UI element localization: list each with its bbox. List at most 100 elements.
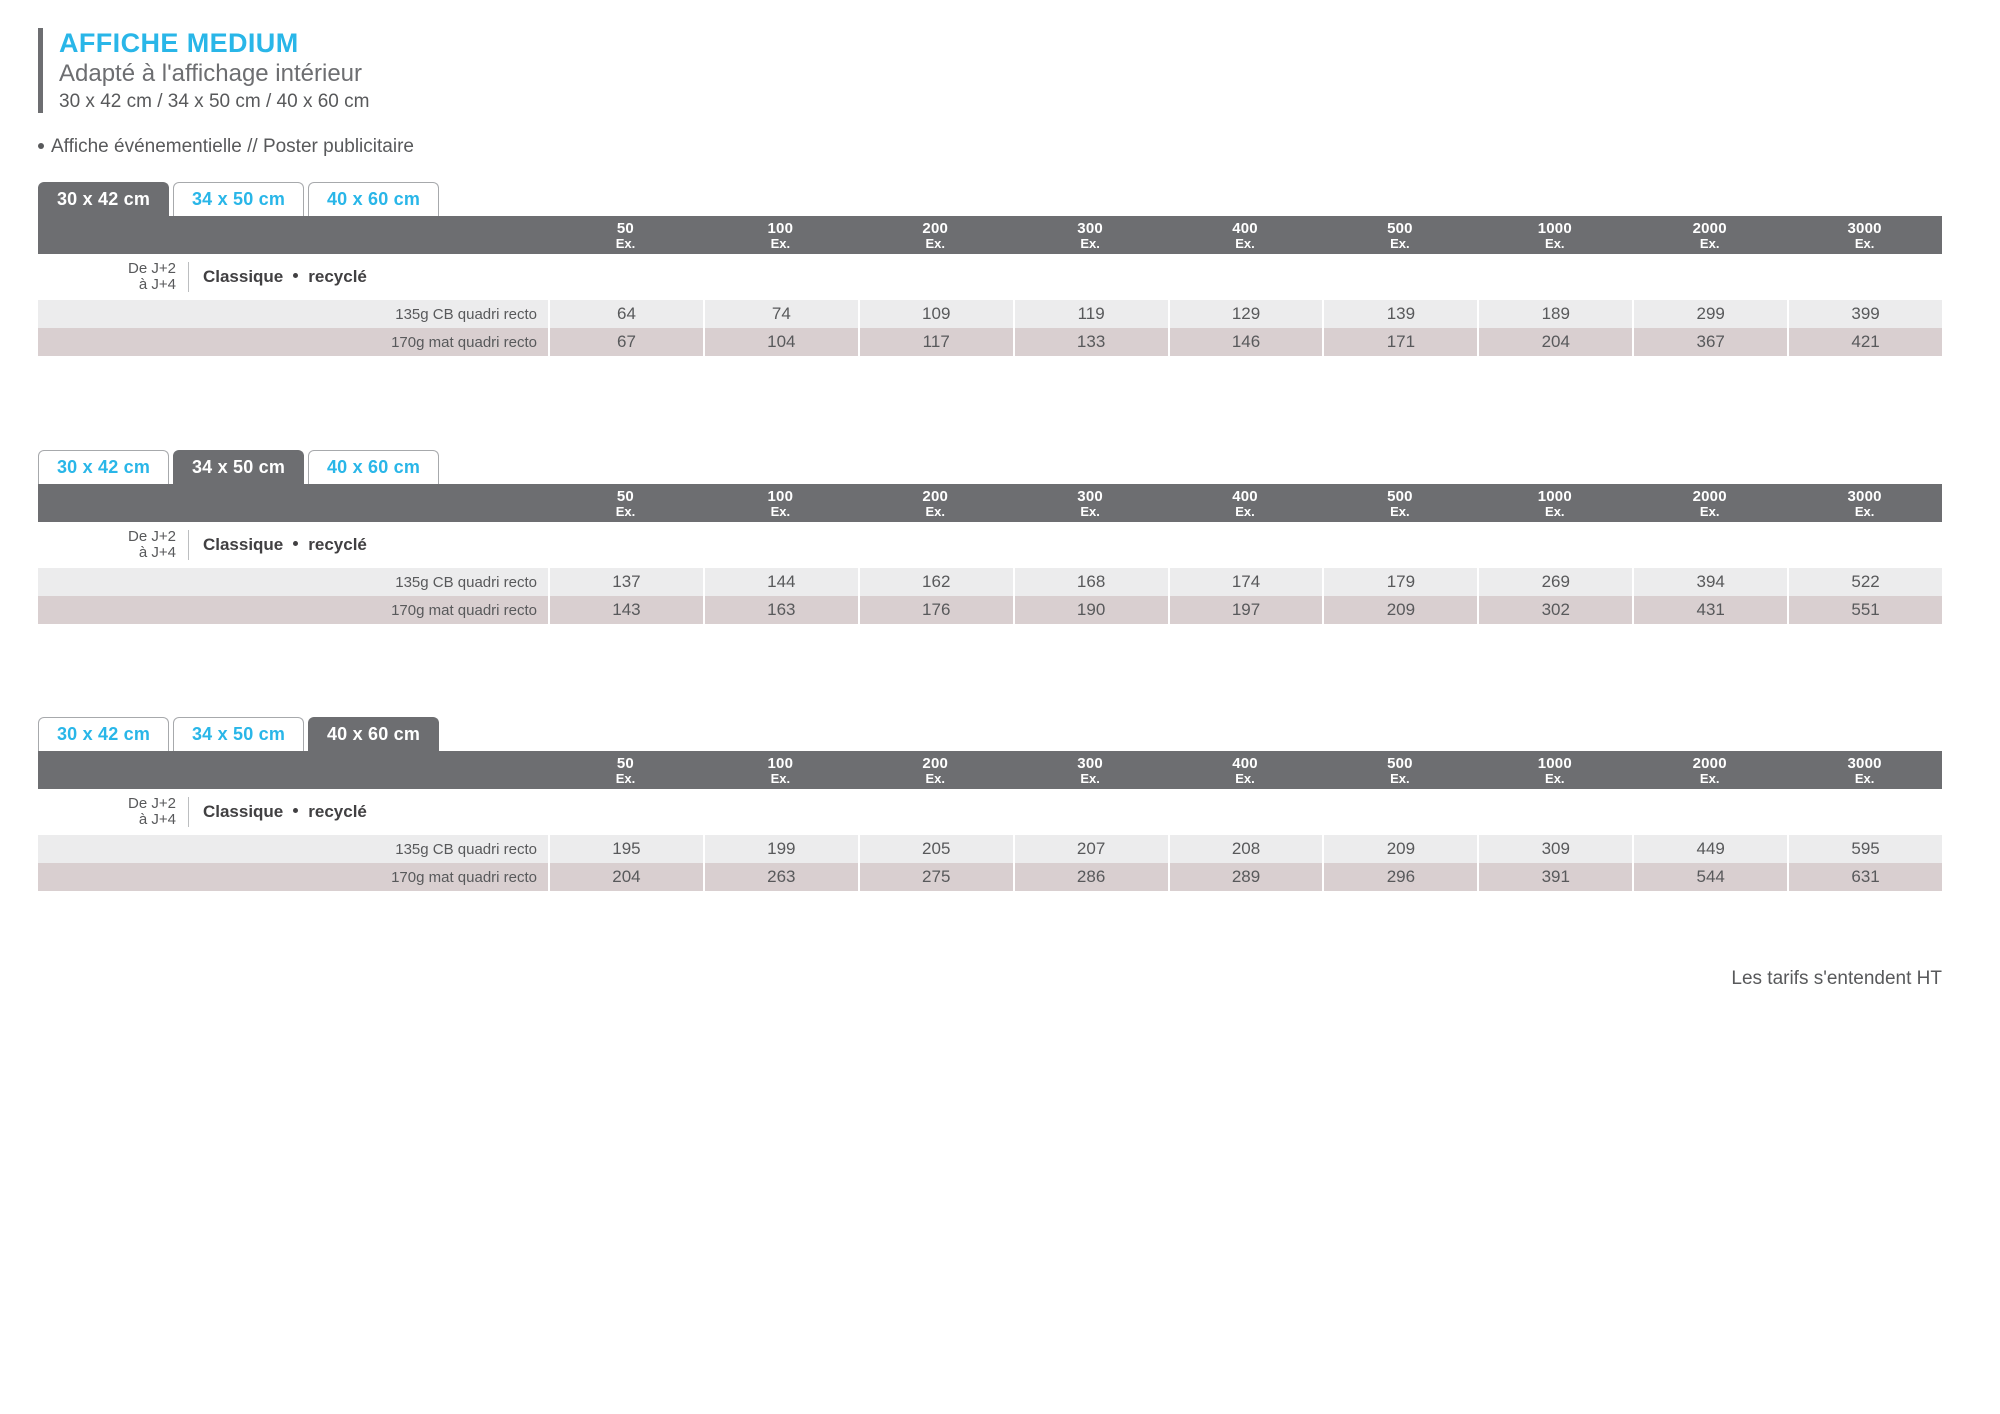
quantity-value: 1000 [1537,219,1572,237]
quantity-unit: Ex. [1080,235,1100,251]
quantity-unit: Ex. [1235,235,1255,251]
tab-size-34x50cm[interactable]: 34 x 50 cm [173,450,304,484]
quantity-value: 200 [922,487,949,505]
quantity-value: 1000 [1537,487,1572,505]
tab-size-30x42cm[interactable]: 30 x 42 cm [38,182,169,216]
quantity-column-header: 200 Ex. [858,756,1013,785]
quantity-unit: Ex. [770,503,791,519]
quantity-column-header: 100 Ex. [703,756,858,785]
price-cell: 205 [857,835,1013,863]
price-cell: 197 [1167,596,1323,624]
delivery-delay-line1: De J+2 [128,259,176,277]
price-cell: 195 [548,835,703,863]
vertical-divider [187,530,189,560]
delivery-quality-inner: De J+2 à J+4 Classique recyclé [128,259,367,294]
quality-recycle-label: recyclé [308,267,367,286]
price-cell: 168 [1012,568,1168,596]
price-cell: 162 [857,568,1013,596]
quantity-column-header: 1000 Ex. [1477,489,1632,518]
quantity-unit: Ex. [1854,235,1875,251]
table-row: 170g mat quadri recto 204 263 275 286 289 296 3… [38,863,1942,891]
quantity-column-header: 1000 Ex. [1477,756,1632,785]
price-cell: 137 [548,568,703,596]
quantity-value: 50 [616,754,634,772]
table-row: 135g CB quadri recto 64 74 109 119 129 139 189 2… [38,300,1942,328]
tab-size-30x42cm[interactable]: 30 x 42 cm [38,717,169,751]
paper-type-label: 170g mat quadri recto [391,868,537,886]
price-cell: 209 [1322,596,1477,624]
quantity-column-header: 50 Ex. [548,756,703,785]
page-sizes-line: 30 x 42 cm / 34 x 50 cm / 40 x 60 cm [59,90,370,112]
price-cell: 129 [1167,300,1323,328]
price-cell: 551 [1787,596,1942,624]
quality-label: Classique recyclé [189,267,367,287]
quantity-column-header: 3000 Ex. [1787,756,1942,785]
tab-size-40x60cm[interactable]: 40 x 60 cm [308,182,439,216]
quantity-column-header: 500 Ex. [1322,221,1477,250]
table-row: 170g mat quadri recto 67 104 117 133 146 171 20… [38,328,1942,356]
price-cell: 179 [1322,568,1477,596]
price-cell: 269 [1477,568,1632,596]
pricing-table-2: 30 x 42 cm 34 x 50 cm 40 x 60 cm 50 Ex. 100 Ex… [38,450,1942,634]
quantity-value: 300 [1077,219,1103,237]
tab-size-40x60cm[interactable]: 40 x 60 cm [308,450,439,484]
quantity-unit: Ex. [1080,503,1100,519]
tab-size-34x50cm[interactable]: 34 x 50 cm [173,717,304,751]
quantity-column-header: 1000 Ex. [1477,221,1632,250]
quantity-column-header: 100 Ex. [703,221,858,250]
delivery-quality-row: De J+2 à J+4 Classique recyclé [38,254,1942,300]
quantity-column-header: 2000 Ex. [1632,489,1787,518]
price-cell: 144 [702,568,858,596]
size-tabs: 30 x 42 cm 34 x 50 cm 40 x 60 cm [38,717,1942,751]
price-cell: 119 [1012,300,1168,328]
price-cell: 207 [1012,835,1168,863]
table-row: 170g mat quadri recto 143 163 176 190 197 209 3… [38,596,1942,624]
quantity-unit: Ex. [1080,770,1100,786]
quantity-unit: Ex. [1390,503,1410,519]
price-cell: 522 [1787,568,1942,596]
price-cell: 286 [1012,863,1168,891]
quantity-column-header: 300 Ex. [1013,756,1168,785]
delivery-delay: De J+2 à J+4 [128,259,188,294]
price-cell: 595 [1787,835,1942,863]
quantity-column-header: 3000 Ex. [1787,489,1942,518]
quantity-value: 300 [1077,487,1103,505]
quantity-column-header: 300 Ex. [1013,221,1168,250]
quantity-value: 500 [1387,754,1413,772]
quantity-value: 400 [1232,754,1258,772]
quantity-value: 400 [1232,487,1258,505]
quantity-unit: Ex. [770,770,791,786]
table-row: 135g CB quadri recto 137 144 162 168 174 179 26… [38,568,1942,596]
quantity-unit: Ex. [1699,503,1720,519]
price-cell: 139 [1322,300,1477,328]
quantity-value: 200 [922,754,949,772]
paper-type-label: 135g CB quadri recto [395,840,537,858]
quantity-value: 2000 [1692,754,1727,772]
table-row: 135g CB quadri recto 195 199 205 207 208 209 30… [38,835,1942,863]
tab-size-34x50cm[interactable]: 34 x 50 cm [173,182,304,216]
price-cell: 143 [548,596,703,624]
quantity-value: 500 [1387,487,1413,505]
separator-dot-icon [293,541,299,547]
price-rows: 135g CB quadri recto 195 199 205 207 208 209 30… [38,835,1942,891]
price-cell: 399 [1787,300,1942,328]
price-cell: 104 [702,328,858,356]
delivery-quality-row: De J+2 à J+4 Classique recyclé [38,522,1942,568]
price-cell: 199 [702,835,858,863]
quantity-column-header: 2000 Ex. [1632,756,1787,785]
tab-size-30x42cm[interactable]: 30 x 42 cm [38,450,169,484]
quantity-unit: Ex. [1699,235,1720,251]
quantity-unit: Ex. [1854,503,1875,519]
tab-size-40x60cm[interactable]: 40 x 60 cm [308,717,439,751]
price-cell: 171 [1322,328,1477,356]
quantity-value: 50 [616,219,634,237]
delivery-delay: De J+2 à J+4 [128,528,188,562]
quantity-column-header: 100 Ex. [703,489,858,518]
price-cell: 449 [1632,835,1787,863]
table-bottom-spacer [38,356,1942,366]
delivery-delay: De J+2 à J+4 [128,795,188,829]
separator-dot-icon [293,273,299,279]
bullet-dot-icon [38,142,44,149]
price-cell: 209 [1322,835,1477,863]
quantity-value: 100 [767,219,794,237]
